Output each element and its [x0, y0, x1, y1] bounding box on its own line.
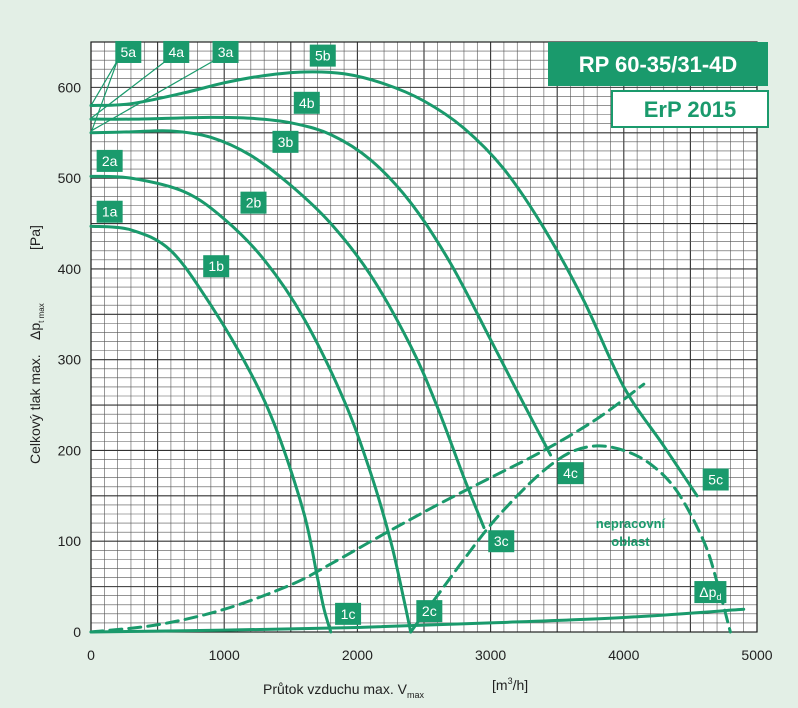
- curve-tag: 2a: [96, 149, 123, 172]
- y-axis-label: Celkový tlak max.: [27, 354, 43, 464]
- chart-title: RP 60-35/31-4D: [579, 52, 738, 77]
- curve-tag-box: [416, 600, 443, 623]
- subtitle-box: [611, 90, 769, 128]
- curve-tag-label: 3b: [278, 134, 294, 150]
- series-line-1: [89, 224, 333, 634]
- curve-tag-label: 1c: [341, 606, 356, 622]
- curve-tag-label: 5a: [121, 44, 137, 60]
- curve-tag-box: [96, 149, 123, 172]
- curve-tag-box: [309, 44, 336, 67]
- y-tick-label: 200: [58, 442, 82, 458]
- y-tick-label: 500: [58, 170, 82, 186]
- curve-tag-box: [272, 130, 299, 153]
- x-tick-label: 2000: [342, 647, 373, 663]
- curve-tag: 2b: [240, 191, 267, 214]
- x-tick-label: 1000: [209, 647, 240, 663]
- curve-tag-label: 5b: [315, 48, 331, 64]
- grid: [90, 41, 758, 633]
- curve-tag-box: [702, 468, 729, 491]
- curve-tag: 1b: [203, 255, 230, 278]
- curve-tag-box: [694, 581, 727, 604]
- curve-tag-label: 1a: [102, 204, 118, 220]
- y-tick-labels: 0 100 200 300 400 500 600: [58, 79, 82, 640]
- leader-line: [90, 59, 119, 106]
- curve-tag-box: [293, 91, 320, 114]
- plot-frame: [90, 41, 758, 633]
- curve-tag-label: 5c: [708, 472, 723, 488]
- curve-tag: 5c: [702, 468, 729, 491]
- curve-tag-box: [203, 255, 230, 278]
- x-tick-label: 4000: [608, 647, 639, 663]
- x-axis-label: Průtok vzduchu max. Vmax: [263, 681, 424, 700]
- title-box: [548, 42, 768, 86]
- leader-line: [90, 59, 119, 133]
- series-line-Δpd: [89, 607, 746, 634]
- curve-tag-label: 3c: [494, 533, 509, 549]
- curves: [89, 70, 746, 634]
- curve-tag-box: [488, 530, 515, 553]
- series-line-working-boundary: [89, 382, 646, 634]
- y-tick-label: 300: [58, 352, 82, 368]
- y-tick-label: 100: [58, 533, 82, 549]
- curve-tags: 1a 1b 1c 2a 2b 2c 3a 3b 3c 4a 4b 4c 5a 5b 5c Δpd: [96, 40, 729, 625]
- curve-tag: 3c: [488, 530, 515, 553]
- curve-tag-box: [96, 200, 123, 223]
- curve-tag-label: 4b: [299, 95, 315, 111]
- annotation-line-2: oblast: [611, 534, 650, 549]
- series-line-5: [89, 70, 699, 498]
- y-axis-unit: [Pa]: [27, 225, 43, 250]
- series-line-3: [89, 129, 486, 530]
- curve-tag-label: 4a: [168, 44, 184, 60]
- x-tick-label: 3000: [475, 647, 506, 663]
- series-line-non-working-boundary: [409, 444, 732, 634]
- curve-tag: Δpd: [694, 581, 727, 604]
- curve-tag-label: 1b: [208, 258, 224, 274]
- curve-tag-label: 2a: [102, 153, 118, 169]
- curve-tag-box: [212, 40, 239, 63]
- series-line-2: [89, 174, 413, 634]
- curve-tag: 1c: [335, 602, 362, 625]
- leader-lines: [90, 59, 216, 133]
- curve-tag-box: [240, 191, 267, 214]
- curve-tag: 4c: [557, 462, 584, 485]
- y-axis-label-group: Celkový tlak max. Δpt max [Pa]: [27, 225, 46, 464]
- curve-tag: 2c: [416, 600, 443, 623]
- curve-tag: 3b: [272, 130, 299, 153]
- curve-tag-box: [115, 40, 142, 63]
- y-tick-label: 0: [73, 624, 81, 640]
- curve-tag: 3a: [212, 40, 239, 63]
- x-tick-label: 5000: [741, 647, 772, 663]
- annotation-line-1: nepracovní: [596, 516, 666, 531]
- curve-tag-box: [557, 462, 584, 485]
- leader-line: [90, 59, 168, 119]
- x-tick-label: 0: [87, 647, 95, 663]
- curve-tag-label: 2c: [422, 603, 437, 619]
- curve-tag-label: 3a: [218, 44, 234, 60]
- curve-tag-label: 4c: [563, 465, 578, 481]
- curve-tag-box: [335, 602, 362, 625]
- leader-line: [90, 59, 216, 132]
- y-tick-label: 600: [58, 79, 82, 95]
- curve-tag-label: 2b: [246, 195, 262, 211]
- x-tick-labels: 0 1000 2000 3000 4000 5000: [87, 647, 773, 663]
- curve-tag: 5b: [309, 44, 336, 67]
- curve-tag: 5a: [115, 40, 142, 63]
- x-axis-unit: [m3/h]: [492, 676, 528, 693]
- y-axis-delta: Δpt max: [27, 303, 46, 340]
- series-line-4: [89, 115, 553, 457]
- curve-tag-box: [163, 40, 190, 63]
- curve-tag: 1a: [96, 200, 123, 223]
- curve-tag: 4b: [293, 91, 320, 114]
- curve-tag: 4a: [163, 40, 190, 63]
- curve-tag-label: Δpd: [699, 584, 721, 602]
- chart-subtitle: ErP 2015: [644, 97, 737, 122]
- y-tick-label: 400: [58, 261, 82, 277]
